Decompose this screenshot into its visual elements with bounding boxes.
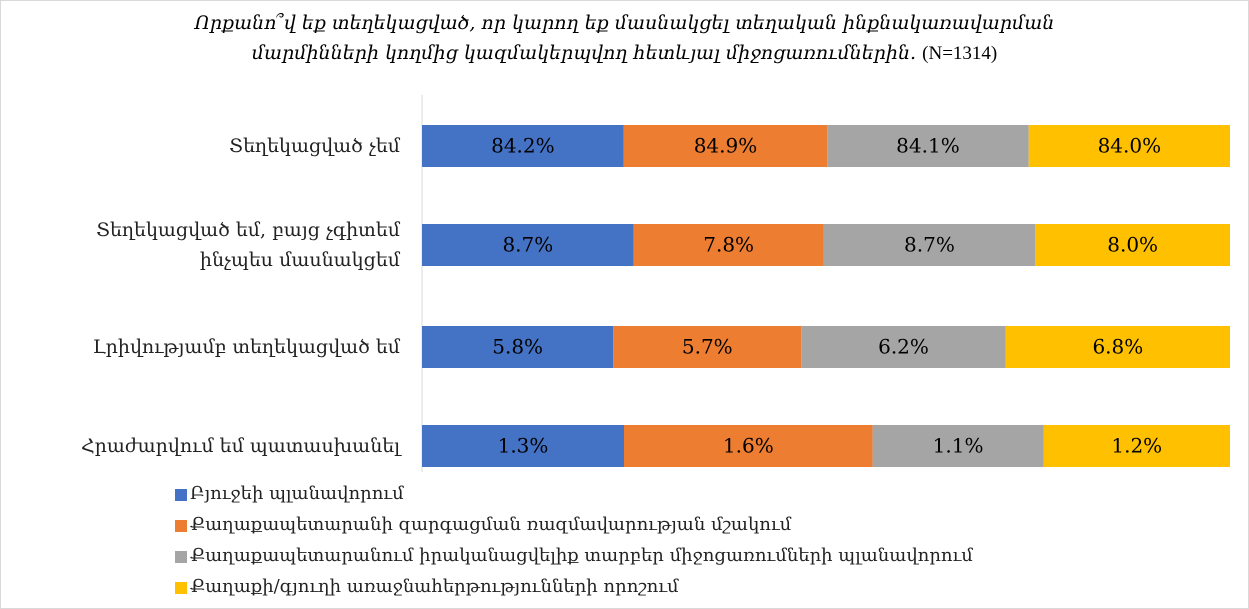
data-label: 6.2% [878, 335, 929, 359]
bar-segment [422, 224, 634, 266]
bar-segment [613, 326, 802, 368]
data-label: 1.2% [1111, 434, 1162, 458]
bar-segment [801, 326, 1006, 368]
bar-segment [1035, 224, 1230, 266]
bar-segment [633, 224, 824, 266]
bar-segment [827, 125, 1029, 167]
legend-swatch [175, 551, 187, 563]
bar-segment [422, 326, 614, 368]
data-label: 5.7% [682, 335, 733, 359]
data-label: 8.7% [904, 233, 955, 257]
legend-label: Քաղաքապետարանում իրականացվելիք տարբեր մի… [190, 545, 973, 566]
y-tick-label: Տեղեկացված չեմ [229, 135, 400, 157]
y-tick-label: Լրիվությամբ տեղեկացված եմ [92, 336, 400, 358]
chart-title: մարմինների կողմից կազմակերպվող հետևյալ մ… [0, 42, 1249, 65]
bar-segment [872, 425, 1044, 467]
data-label: 6.8% [1092, 335, 1143, 359]
chart-title: Որքանո՞վ եք տեղեկացված, որ կարող եք մասն… [194, 12, 1055, 34]
bar-segment [422, 125, 624, 167]
legend-swatch [175, 489, 187, 501]
data-label: 1.3% [498, 434, 549, 458]
data-label: 8.7% [502, 233, 553, 257]
data-label: 84.0% [1098, 134, 1162, 158]
data-label: 1.1% [933, 434, 984, 458]
data-label: 1.6% [723, 434, 774, 458]
chart-subtitle: (N=1314) [922, 43, 998, 64]
legend-label: Բյուջեի պլանավորում [190, 483, 404, 504]
data-label: 8.0% [1107, 233, 1158, 257]
data-label: 84.1% [896, 134, 960, 158]
data-label: 84.9% [694, 134, 758, 158]
data-label: 84.2% [491, 134, 555, 158]
y-tick-label: Հրաժարվում եմ պատասխանել [80, 435, 400, 457]
data-label: 7.8% [703, 233, 754, 257]
y-tick-label: Տեղեկացված եմ, բայց չգիտեմ ինչպես մասնակ… [96, 219, 400, 271]
legend-label: Քաղաքի/գյուղի առաջնահերթությունների որոշ… [190, 576, 679, 597]
bar-segment [1005, 326, 1230, 368]
bar-segment [823, 224, 1036, 266]
legend-label: Քաղաքապետարանի զարգացման ռազմավարության … [190, 514, 792, 535]
bar-segment [1043, 425, 1230, 467]
bar-segment [624, 425, 873, 467]
legend-swatch [175, 520, 187, 532]
bar-segment [1028, 125, 1230, 167]
bar-segment [422, 425, 624, 467]
bar-segment [623, 125, 828, 167]
legend-swatch [175, 582, 187, 594]
data-label: 5.8% [492, 335, 543, 359]
chart-title: մարմինների կողմից կազմակերպվող հետևյալ մ… [251, 42, 917, 64]
